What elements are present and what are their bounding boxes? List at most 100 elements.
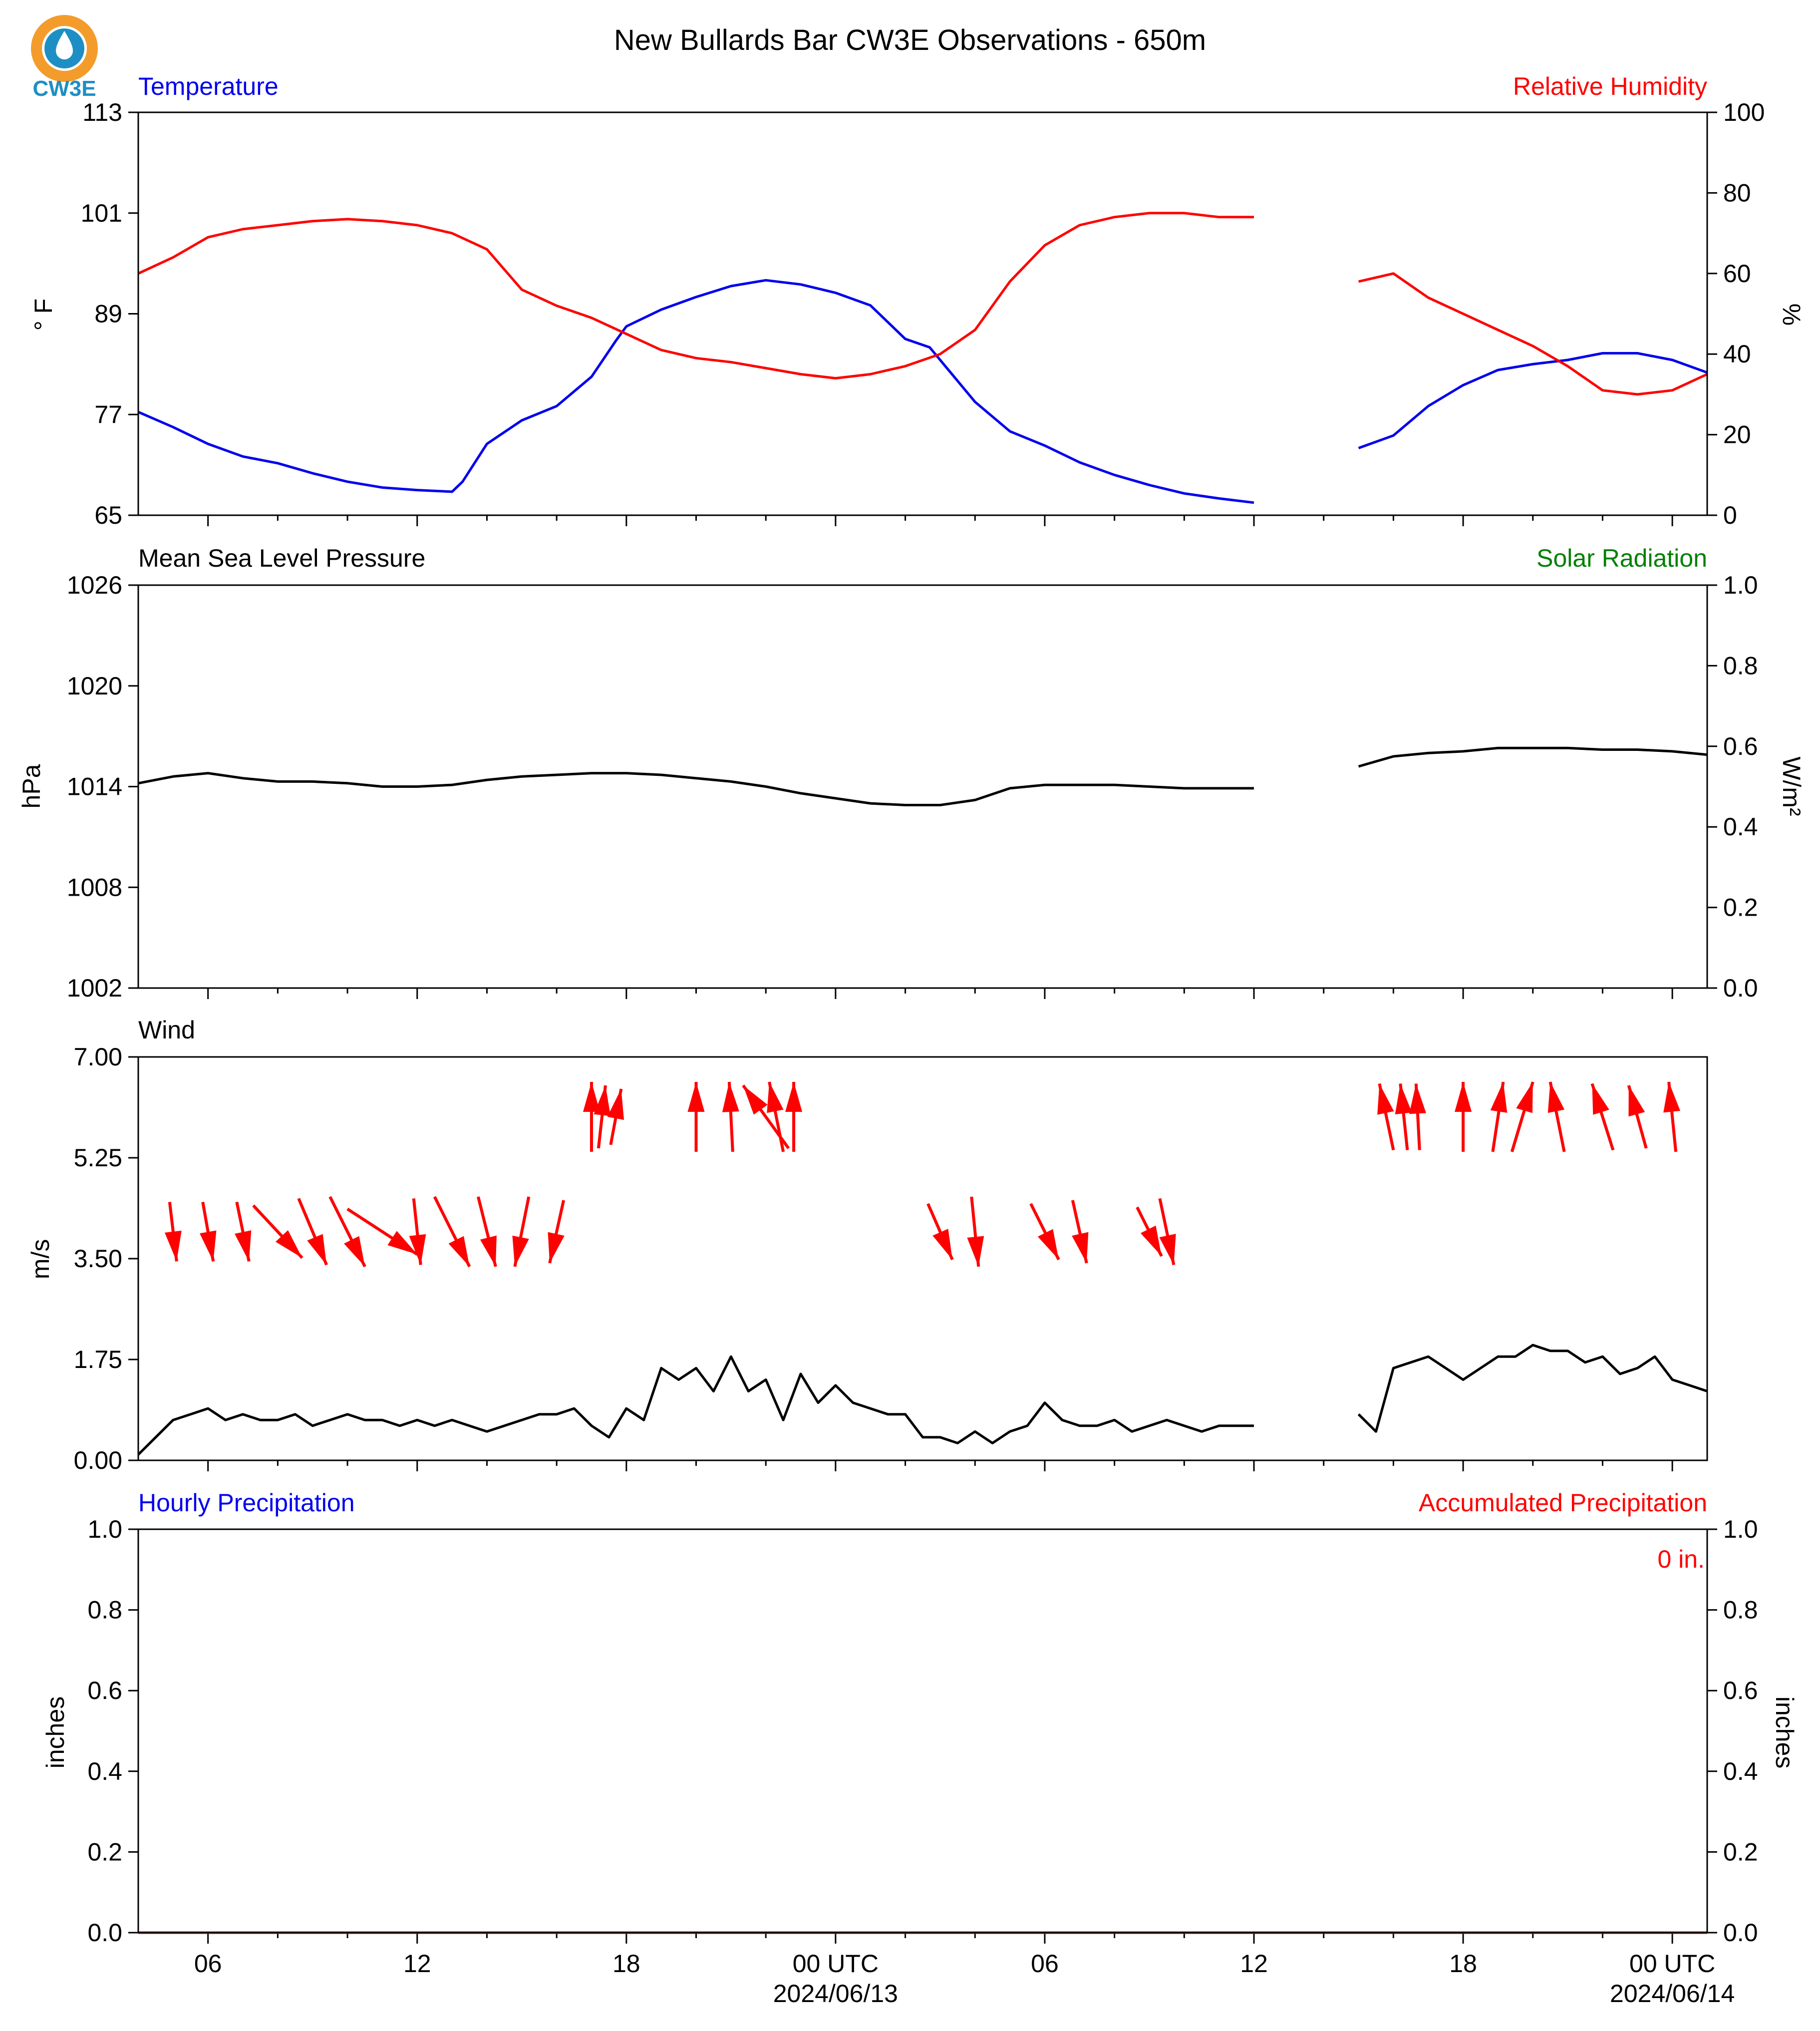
y-left-tick-label: 0.6	[87, 1677, 122, 1704]
wind-arrow-head	[387, 1231, 417, 1255]
y-right-tick-label: 0.8	[1723, 1596, 1758, 1624]
mean-sea-level-pressure-line	[1358, 746, 1708, 768]
y-right-tick-label: 0.6	[1723, 732, 1758, 760]
time-tick-label: 00 UTC	[793, 1950, 879, 1978]
y-left-tick-label: 7.00	[74, 1043, 122, 1071]
wind-arrow-head	[1409, 1083, 1426, 1114]
panel-3-frame	[137, 1056, 1708, 1461]
y-right-tick-label: 0.8	[1723, 652, 1758, 679]
wind-axis-label: m/s	[26, 1239, 54, 1280]
wind-arrow-head	[1395, 1083, 1412, 1114]
time-tick-label: 06	[1031, 1950, 1059, 1978]
wind-arrow-head	[1516, 1082, 1533, 1113]
wind-arrow-head	[1547, 1082, 1565, 1113]
hourly-precip-title: Hourly Precipitation	[138, 1489, 355, 1517]
wind-arrow-head	[607, 1089, 624, 1120]
time-tick-label: 12	[403, 1950, 431, 1978]
accumulated-precip-title: Accumulated Precipitation	[1419, 1489, 1707, 1517]
pressure-title: Mean Sea Level Pressure	[138, 544, 425, 572]
wind-arrow-head	[448, 1236, 470, 1267]
y-left-tick-label: 1.0	[87, 1515, 122, 1543]
y-left-tick-label: 1008	[67, 873, 122, 901]
time-date-label: 2024/06/13	[773, 1980, 898, 2008]
y-left-tick-label: 0.0	[87, 1919, 122, 1947]
wind-arrow-head	[785, 1082, 803, 1112]
relative-humidity-line	[1358, 272, 1708, 396]
y-right-tick-label: 80	[1723, 179, 1751, 207]
wind-arrow-head	[1455, 1082, 1472, 1112]
panel-wind: Wind m/s 0.00 1.75 3.50 5.25 7.00	[26, 1016, 1708, 1474]
panel-1-series	[137, 212, 1708, 504]
chart-title: New Bullards Bar CW3E Observations - 650…	[614, 24, 1206, 56]
wind-arrow-head	[344, 1236, 365, 1267]
panel-4-frame	[137, 1528, 1708, 1934]
y-left-tick-label: 65	[94, 501, 122, 529]
temperature-line	[138, 279, 1254, 504]
y-right-tick-label: 1.0	[1723, 571, 1758, 599]
mean-sea-level-pressure-line	[138, 772, 1254, 806]
wind-arrow-head	[276, 1230, 303, 1258]
y-left-tick-label: 113	[82, 98, 122, 126]
time-tick-label: 06	[194, 1950, 222, 1978]
temperature-line	[1358, 352, 1708, 449]
cw3e-logo: CW3E	[31, 15, 98, 101]
panel-2-series	[138, 746, 1708, 806]
wind-arrow-head	[1663, 1082, 1681, 1113]
time-tick-label: 18	[1449, 1950, 1477, 1978]
accumulated-precip-axis-label: inches	[1771, 1696, 1799, 1769]
temperature-title: Temperature	[138, 72, 279, 100]
wind-arrow-head	[548, 1232, 565, 1263]
wind-direction-arrows	[164, 1081, 1681, 1268]
wind-line	[1357, 1344, 1708, 1433]
y-left-tick-label: 0.00	[74, 1446, 122, 1474]
y-right-tick-label: 0	[1723, 501, 1737, 529]
panel-1-frame	[137, 111, 1708, 516]
y-left-tick-label: 0.4	[87, 1757, 122, 1785]
time-tick-label: 00 UTC	[1629, 1950, 1715, 1978]
y-left-tick-label: 3.50	[74, 1245, 122, 1273]
panel-3-ticks: 0.00 1.75 3.50 5.25 7.00	[74, 1043, 1673, 1474]
y-right-tick-label: 100	[1723, 98, 1765, 126]
y-left-tick-label: 5.25	[74, 1144, 122, 1172]
accumulated-precip-value: 0 in.	[1657, 1545, 1705, 1573]
wind-arrow-head	[1490, 1082, 1508, 1113]
y-right-tick-label: 40	[1723, 340, 1751, 368]
wind-arrow-head	[200, 1230, 217, 1262]
pressure-axis-label: hPa	[17, 764, 45, 808]
panel-4-ticks: 0.0 0.2 0.4 0.6 0.8 1.0 0.0 0.2 0.4 0.6 0.8 1.0	[87, 1515, 1758, 1947]
wind-arrow-head	[722, 1082, 739, 1112]
wind-arrow-head	[164, 1230, 182, 1262]
time-tick-label: 18	[612, 1950, 640, 1978]
logo-drop-icon	[56, 31, 73, 59]
relative-humidity-line	[137, 212, 1254, 380]
logo-text: CW3E	[32, 76, 96, 101]
hourly-precip-axis-label: inches	[41, 1696, 69, 1769]
time-date-label: 2024/06/14	[1610, 1980, 1735, 2008]
temperature-axis-label: ° F	[29, 299, 57, 331]
y-right-tick-label: 0.2	[1723, 894, 1758, 922]
y-right-tick-label: 0.0	[1723, 974, 1758, 1002]
panel-2-frame	[137, 584, 1708, 989]
y-left-tick-label: 1.75	[74, 1346, 122, 1373]
y-left-tick-label: 101	[81, 199, 122, 227]
humidity-axis-label: %	[1778, 304, 1806, 326]
wind-arrow-head	[767, 1082, 784, 1113]
wind-arrow-head	[1628, 1085, 1645, 1117]
wind-arrow-head	[235, 1230, 252, 1262]
y-left-tick-label: 1002	[67, 974, 122, 1002]
y-right-tick-label: 0.2	[1723, 1838, 1758, 1866]
wind-arrow-head	[583, 1082, 600, 1112]
y-left-tick-label: 1020	[67, 672, 122, 700]
y-right-tick-label: 0.4	[1723, 1757, 1758, 1785]
y-right-tick-label: 0.4	[1723, 813, 1758, 841]
wind-title: Wind	[138, 1016, 195, 1044]
y-right-tick-label: 1.0	[1723, 1515, 1758, 1543]
wind-arrow-head	[1377, 1083, 1394, 1115]
wind-arrow-head	[932, 1229, 952, 1260]
wind-arrow-head	[743, 1085, 768, 1115]
wind-arrow-head	[1159, 1234, 1176, 1265]
panel-2-ticks: 1002 1008 1014 1020 1026 0.0 0.2 0.4 0.6 0.8 1.0	[67, 571, 1758, 1002]
solar-axis-label: W/m²	[1778, 756, 1806, 816]
